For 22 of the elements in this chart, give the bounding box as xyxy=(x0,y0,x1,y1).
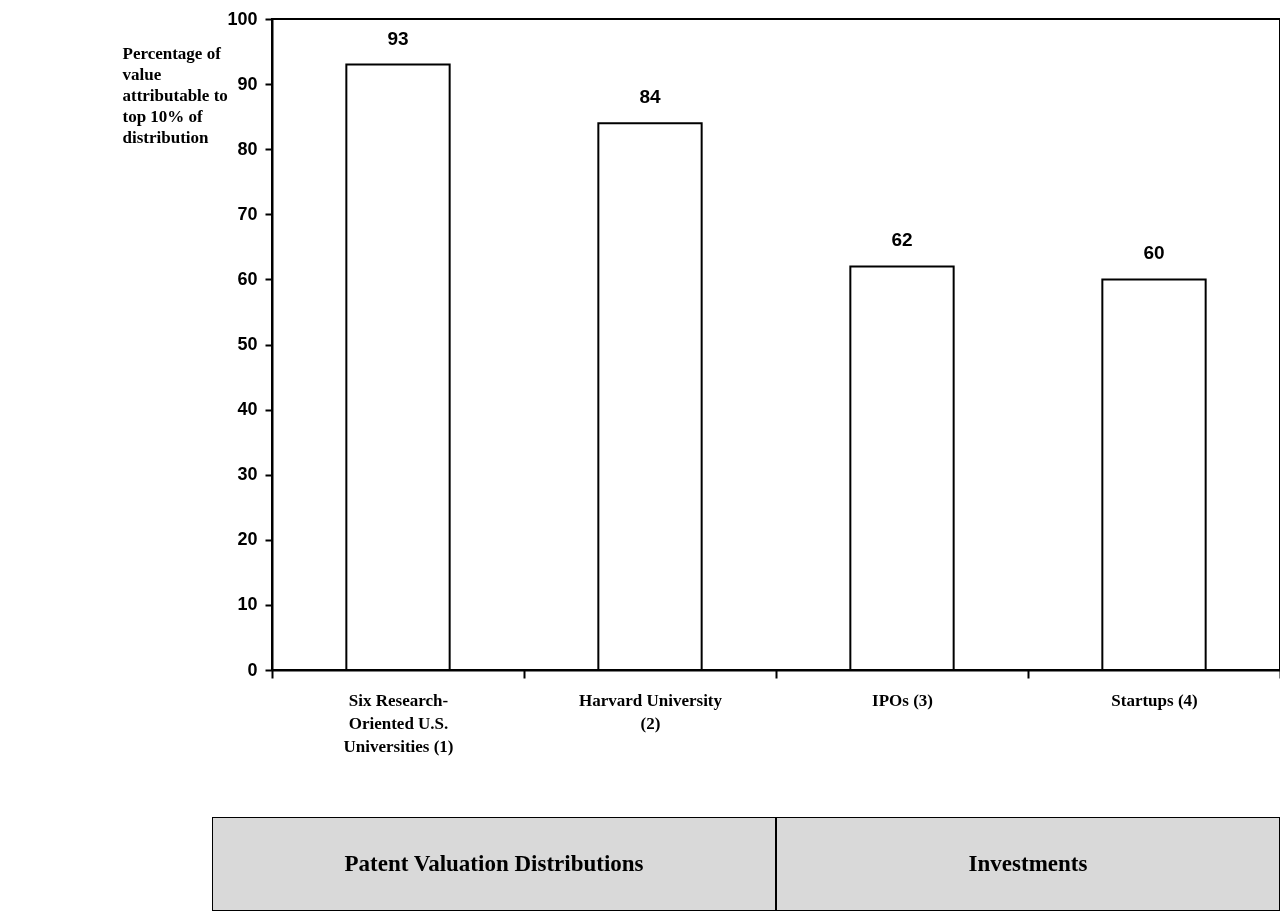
y-tick-label: 80 xyxy=(237,138,258,159)
y-axis-title: Percentage of value attributable to top 10% of distribution xyxy=(122,43,228,147)
y-tick-label: 100 xyxy=(227,8,258,29)
x-tick-label: Six Research-Oriented U.S. Universities (1) xyxy=(343,690,454,756)
text: Patent Valuation Distributions xyxy=(212,817,776,911)
y-tick-label: 20 xyxy=(237,529,258,550)
x-tick-label: Harvard University (2) xyxy=(578,690,723,733)
data-label: 62 xyxy=(891,229,913,251)
y-tick-label: 30 xyxy=(237,464,258,485)
text: Investments xyxy=(776,817,1280,911)
data-label: 93 xyxy=(387,27,409,49)
y-tick-label: 10 xyxy=(237,594,258,615)
data-label: 60 xyxy=(1143,242,1165,264)
y-tick-label: 50 xyxy=(237,334,258,354)
y-tick-label: 90 xyxy=(237,73,258,94)
y-tick-label: 60 xyxy=(237,268,258,289)
x-tick-label: Startups (4) xyxy=(1111,690,1198,710)
data-label: 84 xyxy=(639,86,661,108)
x-tick-label: IPOs (3) xyxy=(872,690,933,710)
y-tick-label: 70 xyxy=(237,203,258,224)
y-tick-label: 40 xyxy=(237,399,258,420)
y-tick-label: 0 xyxy=(247,659,258,680)
